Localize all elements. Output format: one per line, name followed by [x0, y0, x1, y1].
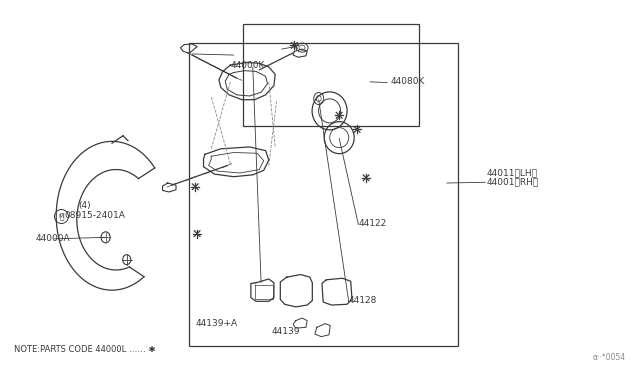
Text: 44139: 44139 [272, 327, 301, 336]
Text: (4): (4) [78, 201, 91, 210]
Text: 44000K: 44000K [230, 61, 265, 70]
Text: α··*0054: α··*0054 [593, 353, 626, 362]
Text: 44001〈RH〉: 44001〈RH〉 [486, 178, 539, 187]
Text: NOTE:PARTS CODE 44000L …… ✱: NOTE:PARTS CODE 44000L …… ✱ [14, 345, 156, 354]
Text: 44011〈LH〉: 44011〈LH〉 [486, 169, 538, 177]
Text: 44000A: 44000A [35, 234, 70, 243]
Bar [243, 24, 419, 126]
Text: M: M [59, 214, 64, 219]
Text: ⓜ: ⓜ [59, 212, 64, 221]
Text: 44080K: 44080K [390, 77, 425, 86]
Text: 44128: 44128 [349, 296, 377, 305]
Text: 44122: 44122 [358, 219, 387, 228]
Text: 08915-2401A: 08915-2401A [64, 211, 125, 220]
Bar [189, 43, 458, 346]
Text: 44139+A: 44139+A [195, 319, 237, 328]
